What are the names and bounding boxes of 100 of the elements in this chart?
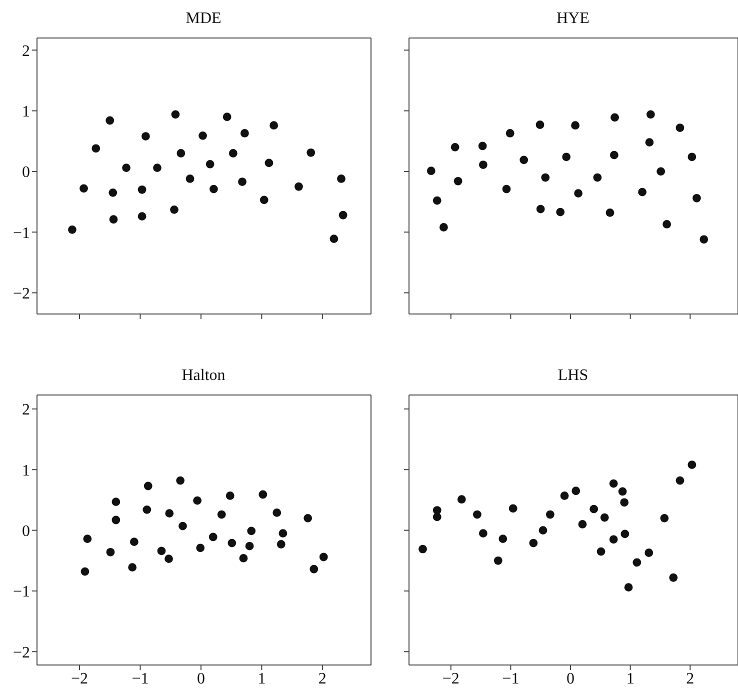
- point: [106, 116, 114, 125]
- point: [578, 520, 587, 528]
- point: [478, 142, 487, 150]
- point: [606, 208, 614, 217]
- point: [338, 210, 348, 220]
- point: [562, 152, 571, 162]
- point: [600, 513, 609, 522]
- point: [222, 112, 232, 122]
- point: [186, 174, 194, 183]
- point: [228, 538, 236, 548]
- point: [432, 196, 442, 205]
- point: [68, 225, 76, 234]
- chart-title: Halton: [180, 367, 226, 385]
- point: [245, 542, 254, 550]
- point: [660, 514, 669, 522]
- point: [478, 160, 488, 169]
- point: [620, 530, 630, 538]
- point: [457, 495, 466, 504]
- point: [669, 573, 678, 582]
- point: [122, 164, 130, 172]
- point: [238, 178, 246, 186]
- point: [536, 204, 545, 214]
- point: [92, 144, 100, 153]
- point: [178, 522, 187, 530]
- point: [560, 492, 569, 500]
- point: [450, 142, 460, 152]
- point: [432, 512, 442, 522]
- point: [276, 540, 286, 548]
- point: [593, 173, 602, 182]
- point: [620, 498, 629, 507]
- point: [112, 516, 120, 524]
- point: [198, 131, 207, 140]
- point: [432, 506, 442, 514]
- point: [618, 487, 627, 496]
- y-tick-label: −1: [12, 224, 30, 242]
- x-tick-label: 1: [258, 670, 266, 688]
- x-tick-label: 2: [318, 670, 326, 688]
- point: [688, 152, 696, 162]
- x-tick-label: −1: [502, 670, 520, 688]
- chart-title: LHS: [556, 367, 590, 385]
- chart-title: MDE: [184, 10, 222, 28]
- point: [508, 504, 518, 513]
- point: [556, 208, 565, 216]
- point: [272, 508, 282, 517]
- point: [170, 205, 178, 214]
- point: [138, 185, 146, 194]
- point: [494, 556, 502, 565]
- point: [193, 496, 202, 505]
- point: [700, 235, 708, 244]
- point: [656, 167, 666, 176]
- point: [529, 538, 538, 548]
- point: [506, 129, 514, 138]
- point: [319, 552, 328, 562]
- point: [644, 548, 654, 557]
- point: [538, 526, 548, 535]
- point: [688, 460, 696, 469]
- point: [330, 234, 338, 243]
- y-tick-label: −2: [12, 644, 30, 662]
- point: [610, 150, 618, 160]
- y-tick-label: 1: [22, 103, 30, 120]
- chart-title: HYE: [556, 10, 590, 28]
- point: [646, 110, 655, 119]
- y-tick-label: 2: [22, 42, 30, 60]
- point: [228, 149, 238, 158]
- point: [546, 510, 554, 519]
- point: [596, 547, 606, 556]
- point: [632, 558, 642, 567]
- point: [304, 514, 312, 522]
- point: [426, 166, 436, 176]
- point: [571, 121, 580, 130]
- point: [498, 534, 508, 543]
- x-tick-label: 0: [196, 670, 205, 688]
- point: [624, 583, 633, 592]
- point: [306, 148, 316, 157]
- point: [226, 492, 234, 500]
- point: [260, 196, 268, 204]
- point: [337, 174, 346, 183]
- point: [662, 220, 672, 228]
- point: [196, 544, 205, 552]
- point: [478, 529, 488, 538]
- point: [144, 482, 152, 490]
- point: [609, 479, 618, 488]
- point: [676, 476, 684, 485]
- point: [310, 564, 318, 574]
- point: [439, 223, 448, 232]
- point: [217, 510, 226, 519]
- point: [106, 548, 115, 556]
- point: [258, 490, 268, 499]
- x-tick-label: 1: [626, 670, 634, 688]
- x-tick-label: 2: [686, 670, 694, 688]
- y-tick-label: −2: [12, 285, 30, 302]
- point: [80, 184, 88, 193]
- point: [210, 184, 218, 194]
- point: [206, 160, 214, 168]
- point: [208, 532, 218, 542]
- point: [176, 476, 185, 485]
- point: [239, 554, 248, 562]
- point: [454, 176, 462, 186]
- y-tick-label: 0: [22, 164, 30, 182]
- y-tick-label: 0: [22, 522, 30, 540]
